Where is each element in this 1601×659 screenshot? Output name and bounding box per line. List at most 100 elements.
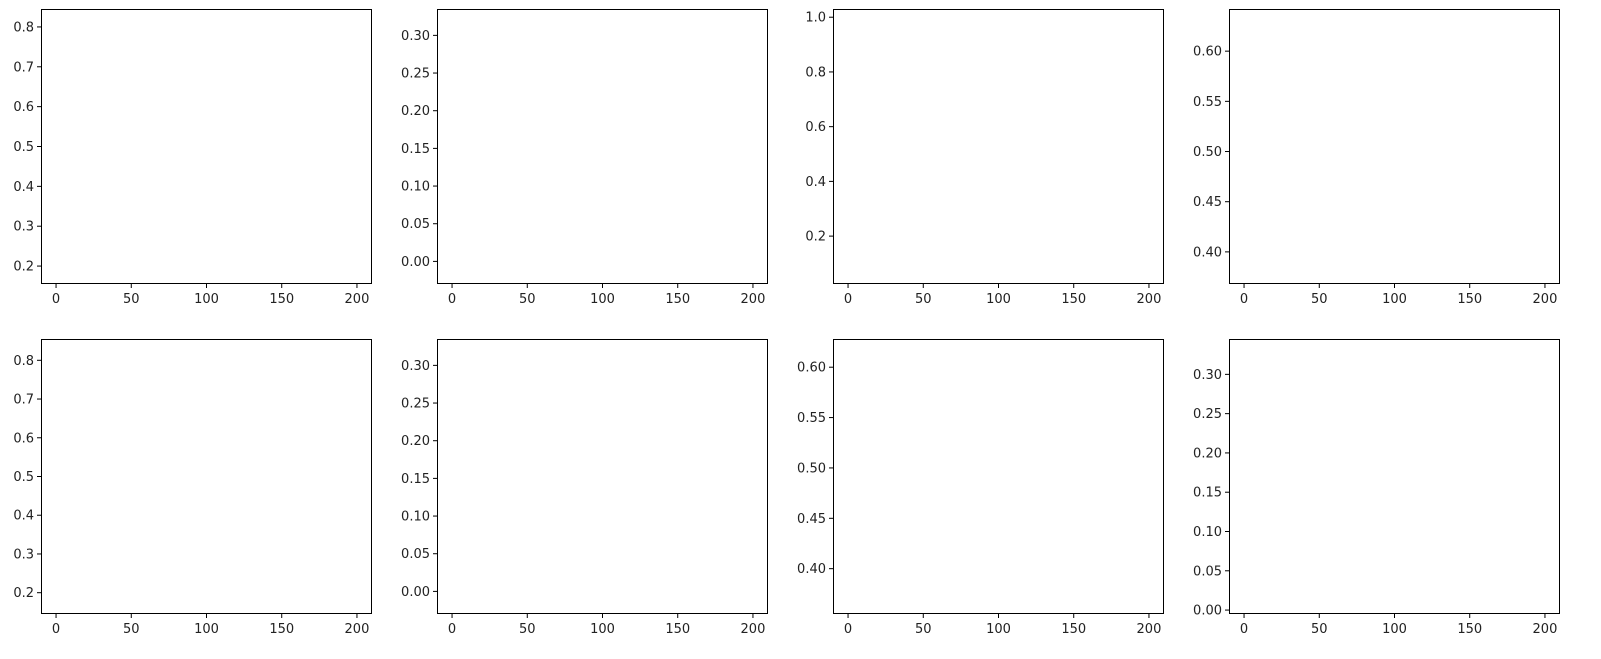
y-tick-label: 0.8 [13,354,34,369]
y-tick-label: 0.55 [797,411,826,426]
y-tick-label: 0.45 [797,512,826,527]
y-tick-label: 0.8 [805,65,826,80]
x-tick-label: 200 [345,292,370,307]
y-tick-label: 0.10 [1193,525,1222,540]
y-tick-label: 0.2 [13,260,34,275]
axes-frame [41,339,372,614]
x-tick-label: 100 [590,292,615,307]
y-tick-label: 0.8 [13,20,34,35]
subplot-1: 0 50 100 150 200 0.2 0.3 0.4 0.5 0.6 0.7 0.8 [13,9,372,307]
y-tick-label: 0.25 [1193,407,1222,422]
y-tick-label: 0.7 [13,60,34,75]
x-tick-label: 50 [123,292,140,307]
y-tick-label: 0.05 [401,547,430,562]
x-tick-label: 150 [1061,622,1086,637]
axes-frame [1229,339,1560,614]
y-tick-label: 0.2 [13,586,34,601]
y-tick-label: 0.00 [401,585,430,600]
subplot-7: 0 50 100 150 200 0.40 0.45 0.50 0.55 0.60 [797,339,1164,637]
y-tick-label: 0.4 [805,175,826,190]
subplot-3: 0 50 100 150 200 0.2 0.4 0.6 0.8 1.0 [805,9,1164,307]
y-tick-label: 0.45 [1193,195,1222,210]
subplot-8: 0 50 100 150 200 0.00 0.05 0.10 0.15 0.20 0.25 0.30 [1193,339,1560,637]
x-tick-label: 150 [1457,292,1482,307]
x-tick-label: 0 [448,622,456,637]
y-tick-label: 0.3 [13,547,34,562]
y-tick-label: 0.2 [805,230,826,245]
x-tick-label: 100 [590,622,615,637]
x-tick-label: 100 [1382,292,1407,307]
y-tick-label: 0.60 [1193,45,1222,60]
y-tick-label: 0.5 [13,140,34,155]
axes-frame [1229,9,1560,284]
x-tick-label: 150 [665,292,690,307]
y-tick-label: 0.15 [401,472,430,487]
x-tick-label: 200 [1137,292,1162,307]
x-tick-label: 0 [844,292,852,307]
y-tick-label: 0.20 [1193,446,1222,461]
y-tick-label: 0.05 [1193,564,1222,579]
x-tick-label: 50 [915,292,932,307]
subplot-6: 0 50 100 150 200 0.00 0.05 0.10 0.15 0.20 0.25 0.30 [401,339,768,637]
x-tick-label: 100 [1382,622,1407,637]
y-tick-label: 0.50 [797,461,826,476]
x-tick-label: 150 [269,622,294,637]
axes-frame [833,9,1164,284]
x-tick-label: 0 [1240,292,1248,307]
y-tick-label: 1.0 [805,11,826,26]
y-tick-label: 0.50 [1193,145,1222,160]
y-tick-label: 0.30 [1193,368,1222,383]
y-tick-label: 0.20 [401,104,430,119]
x-tick-label: 50 [1311,292,1328,307]
y-tick-label: 0.25 [401,67,430,82]
y-tick-label: 0.00 [401,255,430,270]
y-tick-label: 0.30 [401,359,430,374]
subplot-4: 0 50 100 150 200 0.40 0.45 0.50 0.55 0.60 [1193,9,1560,307]
x-tick-label: 200 [741,292,766,307]
x-tick-label: 0 [844,622,852,637]
x-tick-label: 50 [123,622,140,637]
x-tick-label: 0 [448,292,456,307]
x-tick-label: 150 [665,622,690,637]
axes-frame [437,339,768,614]
axes-frame [41,9,372,284]
x-tick-label: 100 [194,292,219,307]
x-tick-label: 200 [1137,622,1162,637]
x-tick-label: 150 [1061,292,1086,307]
y-tick-label: 0.30 [401,29,430,44]
x-tick-label: 100 [194,622,219,637]
y-tick-label: 0.6 [13,431,34,446]
x-tick-label: 50 [519,292,536,307]
y-tick-label: 0.55 [1193,95,1222,110]
x-tick-label: 150 [269,292,294,307]
subplot-2: 0 50 100 150 200 0.00 0.05 0.10 0.15 0.20 0.25 0.30 [401,9,768,307]
y-tick-label: 0.15 [401,142,430,157]
axes-frame [833,339,1164,614]
x-tick-label: 200 [1533,622,1558,637]
x-tick-label: 50 [915,622,932,637]
x-tick-label: 0 [52,292,60,307]
x-tick-label: 200 [1533,292,1558,307]
y-tick-label: 0.40 [797,562,826,577]
y-tick-label: 0.4 [13,509,34,524]
y-tick-label: 0.6 [13,100,34,115]
y-tick-label: 0.10 [401,180,430,195]
y-tick-label: 0.00 [1193,604,1222,619]
y-tick-label: 0.4 [13,180,34,195]
axes-frame [437,9,768,284]
x-tick-label: 100 [986,622,1011,637]
y-tick-label: 0.6 [805,120,826,135]
x-tick-label: 0 [1240,622,1248,637]
y-tick-label: 0.25 [401,397,430,412]
x-tick-label: 200 [741,622,766,637]
y-tick-label: 0.60 [797,361,826,376]
x-tick-label: 200 [345,622,370,637]
y-tick-label: 0.40 [1193,245,1222,260]
x-tick-label: 150 [1457,622,1482,637]
y-tick-label: 0.7 [13,393,34,408]
y-tick-label: 0.20 [401,434,430,449]
y-tick-label: 0.5 [13,470,34,485]
x-tick-label: 50 [519,622,536,637]
x-tick-label: 100 [986,292,1011,307]
